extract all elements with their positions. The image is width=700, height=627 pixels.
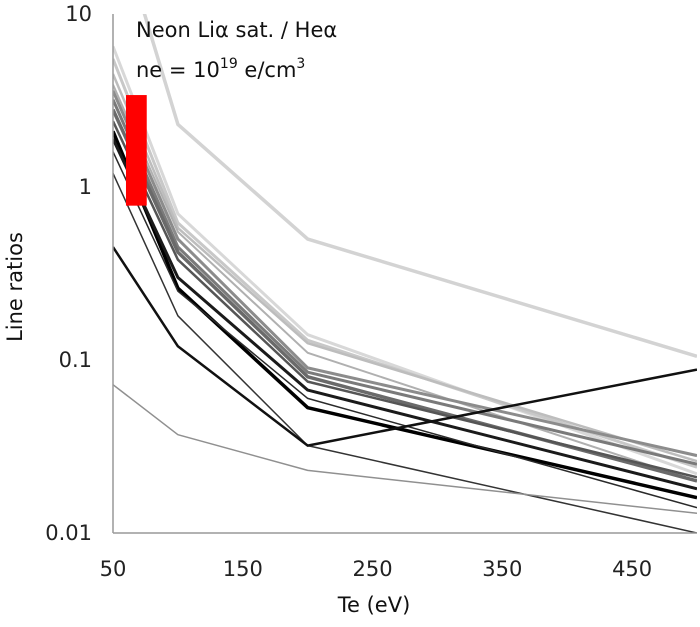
series-line-1 [142, 14, 697, 358]
annotation-line-2: ne = 1019 e/cm3 [136, 56, 305, 82]
x-tick-label: 450 [612, 557, 652, 581]
y-tick-label: 0.01 [45, 521, 92, 545]
x-tick-label: 350 [482, 557, 522, 581]
tick-labels: 50 150 250 350 450 0.01 0.1 1 10 [45, 2, 652, 581]
annotation-unit-exponent: 3 [296, 56, 305, 72]
annotation-ne-prefix: ne = 10 [136, 58, 220, 82]
axes-layer [112, 14, 697, 534]
series-line-15 [113, 384, 697, 515]
x-tick-label: 50 [100, 557, 127, 581]
annotation-unit: e/cm [238, 58, 297, 82]
highlight-layer [125, 95, 147, 206]
x-tick-label: 150 [223, 557, 263, 581]
series-line-9 [113, 120, 697, 479]
y-tick-label: 1 [79, 175, 92, 199]
x-axis-title: Te (eV) [337, 593, 411, 617]
y-tick-label: 10 [65, 2, 92, 26]
y-tick-label: 0.1 [59, 348, 92, 372]
series-line-14 [113, 246, 697, 447]
measured-range-bar [125, 95, 147, 206]
y-axis-title: Line ratios [3, 232, 27, 342]
annotation-exponent: 19 [220, 56, 238, 72]
annotation-line-1: Neon Liα sat. / Heα [136, 18, 337, 42]
series-line-12 [113, 151, 697, 509]
x-tick-label: 250 [353, 557, 393, 581]
series-line-11 [113, 138, 697, 491]
series-line-13 [113, 172, 697, 533]
